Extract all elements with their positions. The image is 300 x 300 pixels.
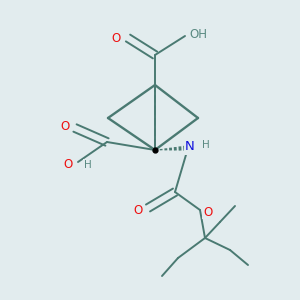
Text: N: N	[185, 140, 195, 154]
Text: H: H	[202, 140, 210, 150]
Text: O: O	[63, 158, 73, 170]
Text: H: H	[84, 160, 92, 170]
Text: O: O	[134, 205, 142, 218]
Text: O: O	[111, 32, 121, 44]
Text: OH: OH	[189, 28, 207, 40]
Text: O: O	[60, 121, 70, 134]
Text: O: O	[203, 206, 213, 218]
